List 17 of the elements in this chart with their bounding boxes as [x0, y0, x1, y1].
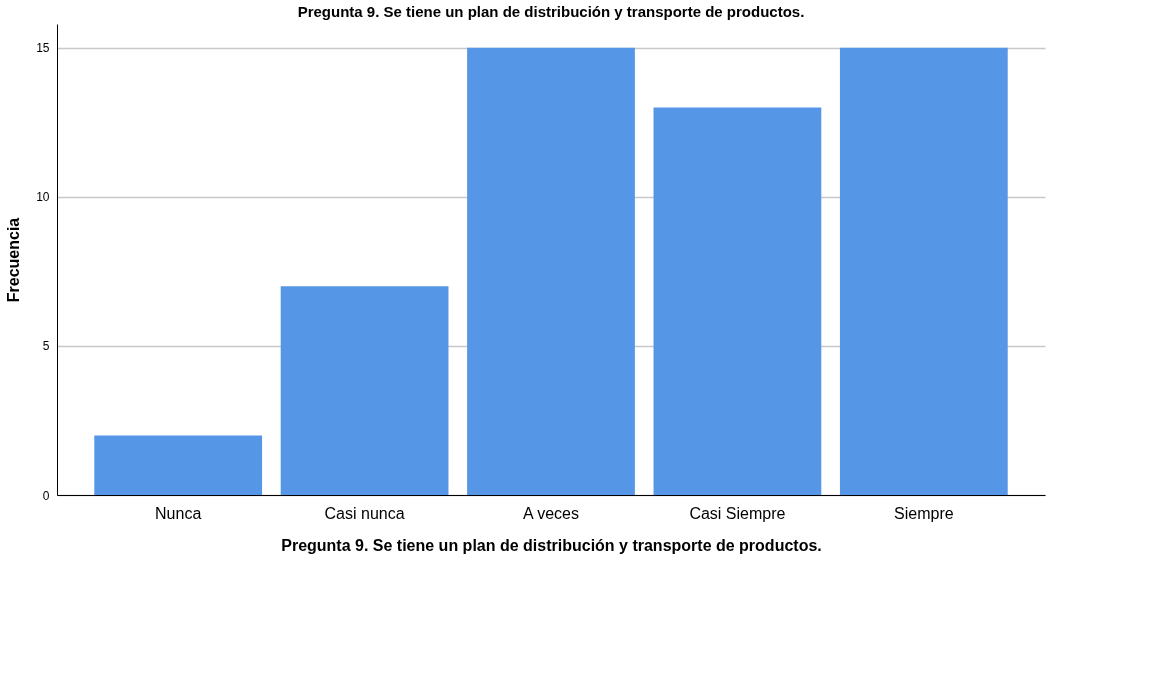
bar: [839, 47, 1008, 495]
bar: [280, 286, 449, 495]
y-tick-label: 10: [36, 190, 50, 205]
bar: [467, 47, 635, 495]
x-axis-title: Pregunta 9. Se tiene un plan de distribución y transporte de productos.: [281, 536, 822, 554]
bar: [94, 435, 263, 495]
y-axis-title: Frecuencia: [5, 217, 23, 303]
x-tick-label: Casi nunca: [324, 504, 405, 522]
y-tick-label: 15: [36, 41, 50, 56]
chart-title: Pregunta 9. Se tiene un plan de distribución y transporte de productos.: [297, 3, 805, 20]
x-tick-label: Nunca: [155, 504, 202, 522]
x-tick-label: A veces: [522, 504, 580, 522]
x-tick-label: Siempre: [894, 504, 954, 522]
x-tick-label: Casi Siempre: [689, 504, 786, 522]
y-tick-label: 0: [42, 488, 50, 503]
bar: [653, 107, 822, 495]
y-tick-label: 5: [42, 339, 50, 354]
